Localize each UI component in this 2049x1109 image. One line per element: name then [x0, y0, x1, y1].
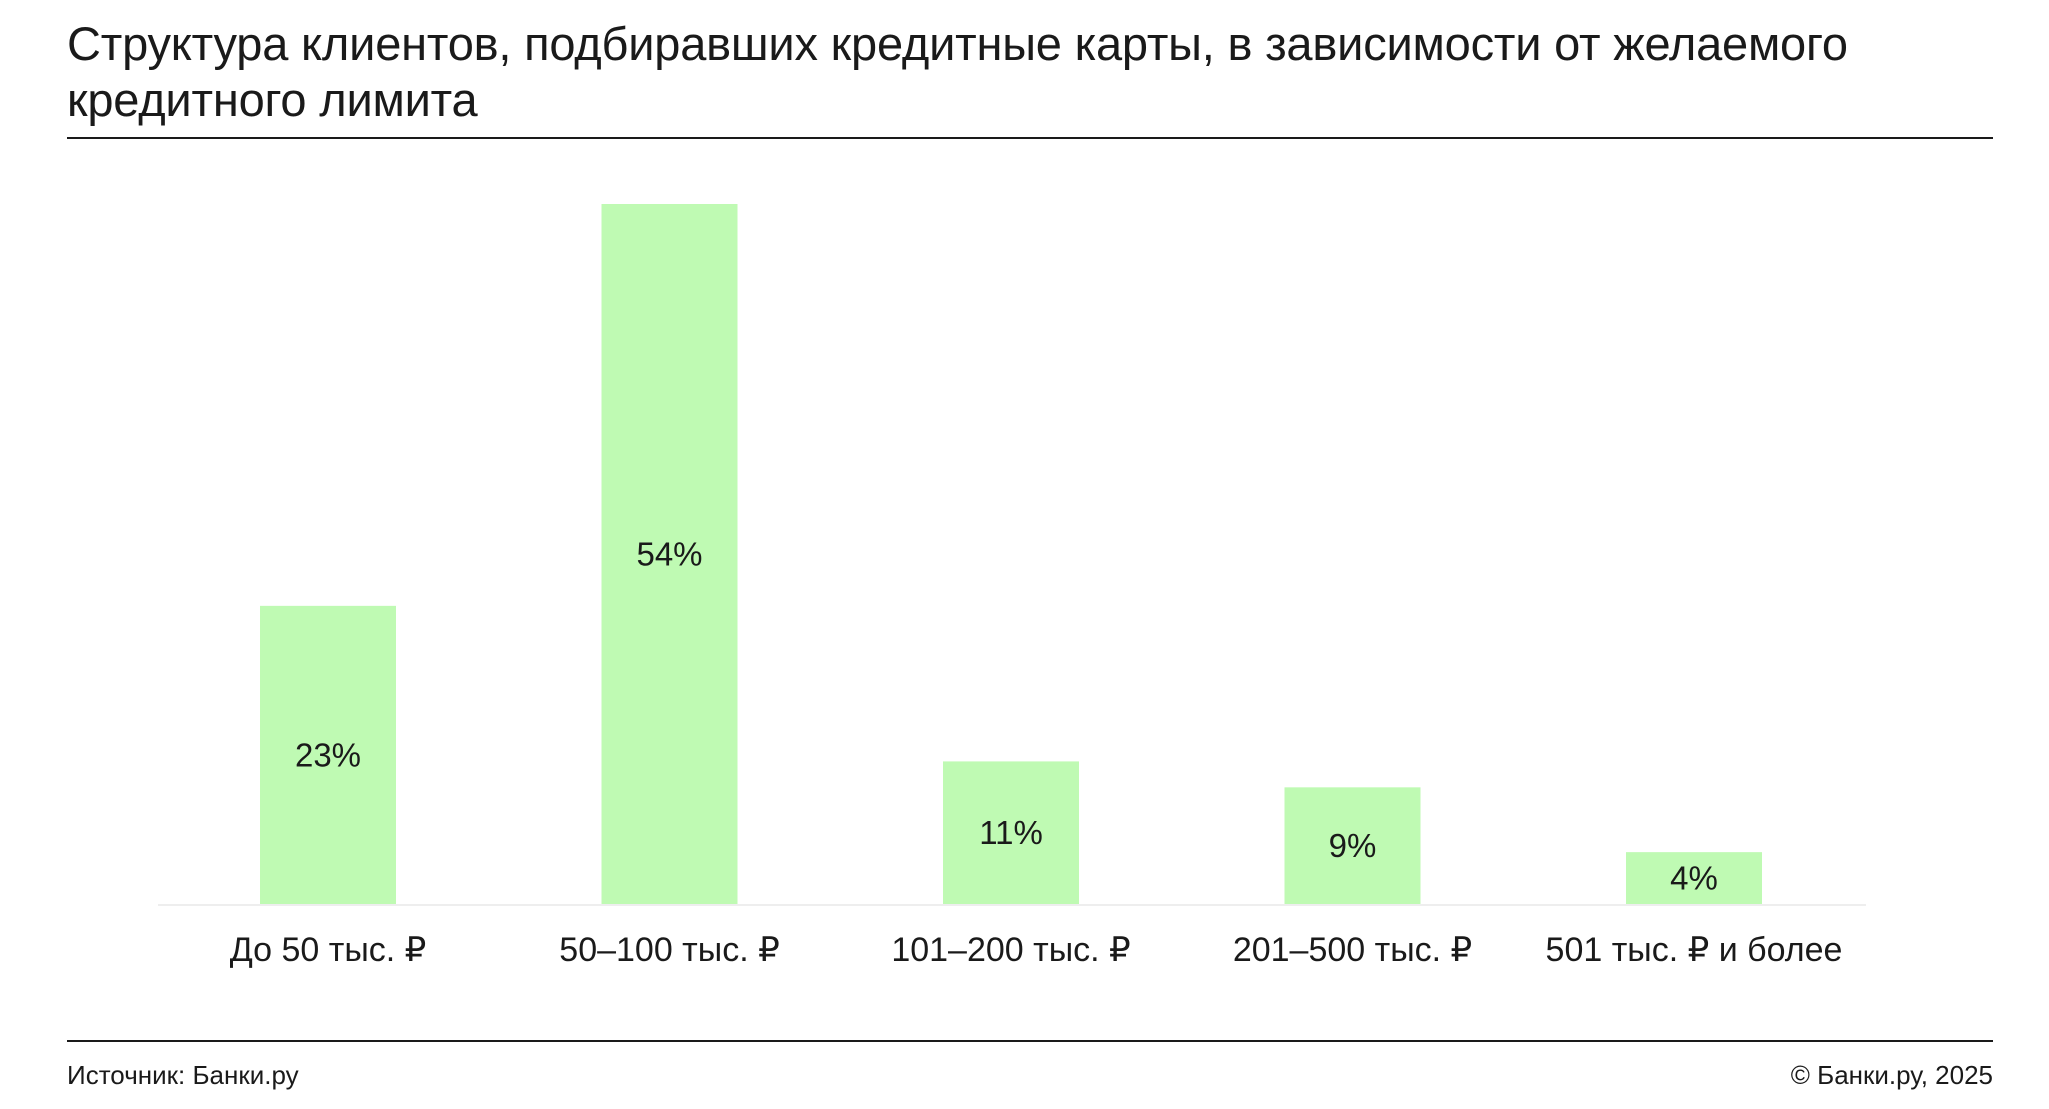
footer-divider	[67, 1040, 1993, 1042]
copyright-note: © Банки.ру, 2025	[1790, 1060, 1993, 1090]
data-label: 4%	[1670, 860, 1718, 897]
data-label: 11%	[979, 814, 1043, 851]
bar	[260, 605, 396, 904]
bar	[1284, 787, 1421, 904]
category-label: 201–500 тыс. ₽	[1233, 931, 1472, 969]
bar	[601, 204, 738, 904]
category-label: 50–100 тыс. ₽	[559, 931, 779, 969]
header-divider	[67, 137, 1993, 139]
data-label: 23%	[295, 736, 361, 773]
category-label: 501 тыс. ₽ и более	[1546, 931, 1843, 969]
bar	[1626, 852, 1762, 904]
bar-chart: 23% До 50 тыс. ₽ 54% 50–100 тыс. ₽ 11% 101–20…	[158, 204, 1866, 969]
source-note: Источник: Банки.ру	[67, 1060, 299, 1090]
data-label: 54%	[636, 536, 702, 573]
category-label: До 50 тыс. ₽	[230, 931, 427, 969]
bar	[943, 761, 1079, 904]
category-label: 101–200 тыс. ₽	[891, 931, 1130, 969]
data-label: 9%	[1329, 827, 1377, 864]
chart-title: Структура клиентов, подбиравших кредитны…	[67, 17, 1848, 126]
